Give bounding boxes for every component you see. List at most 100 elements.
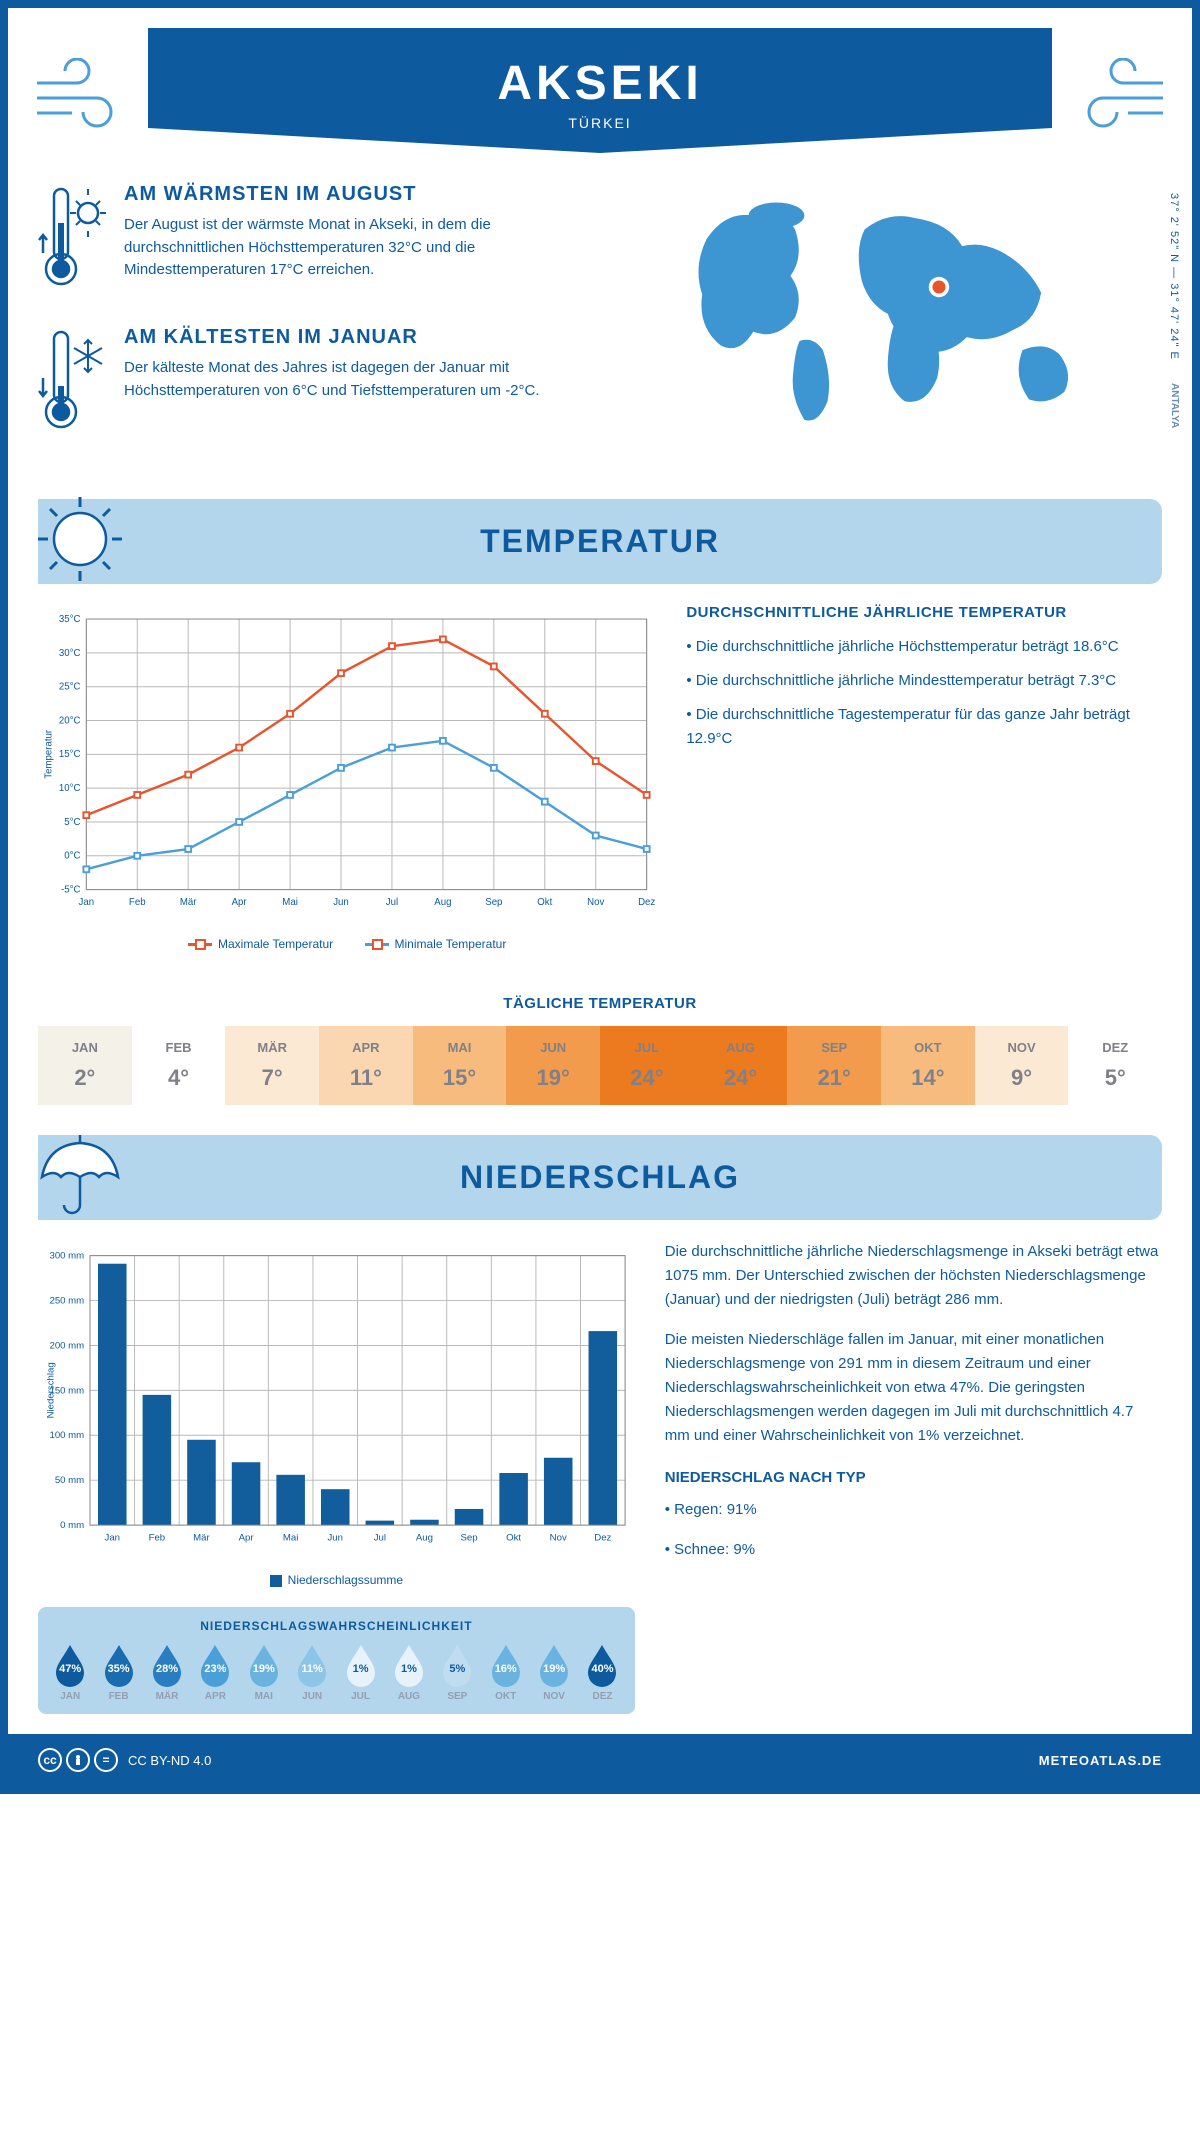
svg-text:Feb: Feb: [129, 897, 146, 908]
svg-text:250 mm: 250 mm: [49, 1295, 84, 1306]
svg-text:Dez: Dez: [594, 1533, 611, 1544]
precip-p1: Die durchschnittliche jährliche Niedersc…: [665, 1240, 1162, 1312]
temp-cell: SEP21°: [787, 1026, 881, 1105]
temp-cell: MAI15°: [413, 1026, 507, 1105]
temp-cell: AUG24°: [694, 1026, 788, 1105]
svg-text:Jan: Jan: [79, 897, 95, 908]
precip-legend-label: Niederschlagssumme: [288, 1573, 403, 1587]
svg-text:Niederschlag: Niederschlag: [45, 1362, 56, 1418]
temp-cell: JUL24°: [600, 1026, 694, 1105]
prob-drop: 40%DEZ: [578, 1643, 626, 1702]
svg-text:5°C: 5°C: [64, 817, 80, 828]
svg-text:Feb: Feb: [149, 1533, 166, 1544]
thermometer-hot-icon: [38, 183, 108, 298]
temp-legend: .legend-sw:nth-of-type(1)::after{border-…: [38, 937, 656, 951]
precip-title: NIEDERSCHLAG: [38, 1159, 1162, 1196]
coldest-desc: Der kälteste Monat des Jahres ist dagege…: [124, 357, 612, 402]
svg-text:10°C: 10°C: [59, 783, 81, 794]
wind-icon: [32, 58, 122, 133]
license-text: CC BY-ND 4.0: [128, 1753, 211, 1768]
precip-bar-chart: 0 mm50 mm100 mm150 mm200 mm250 mm300 mmJ…: [38, 1240, 635, 1714]
precip-p2: Die meisten Niederschläge fallen im Janu…: [665, 1328, 1162, 1448]
prob-drop: 35%FEB: [94, 1643, 142, 1702]
nd-icon: =: [94, 1748, 118, 1772]
infographic-page: AKSEKI TÜRKEI AM WÄRMSTEN IM AUGUST Der …: [0, 0, 1200, 1794]
temperature-section-bar: TEMPERATUR: [38, 499, 1162, 584]
wind-icon: [1078, 58, 1168, 133]
temp-cell: OKT14°: [881, 1026, 975, 1105]
temp-line-chart: -5°C0°C5°C10°C15°C20°C25°C30°C35°CJanFeb…: [38, 604, 656, 951]
svg-text:Mai: Mai: [283, 1533, 298, 1544]
svg-text:Nov: Nov: [550, 1533, 567, 1544]
svg-text:Apr: Apr: [232, 897, 248, 908]
footer-site: METEOATLAS.DE: [1039, 1753, 1162, 1768]
prob-drop: 1%AUG: [385, 1643, 433, 1702]
map-panel: 37° 2' 52" N — 31° 47' 24" E ANTALYA: [642, 183, 1162, 469]
precip-snow: • Schnee: 9%: [665, 1538, 1162, 1562]
temperature-title: TEMPERATUR: [38, 523, 1162, 560]
svg-text:Dez: Dez: [638, 897, 655, 908]
prob-drop: 28%MÄR: [143, 1643, 191, 1702]
svg-text:Mai: Mai: [282, 897, 298, 908]
footer-license: cc = CC BY-ND 4.0: [38, 1748, 211, 1772]
warmest-title: AM WÄRMSTEN IM AUGUST: [124, 183, 612, 206]
temp-bullet-1: • Die durchschnittliche jährliche Höchst…: [686, 635, 1162, 659]
svg-text:300 mm: 300 mm: [49, 1251, 84, 1262]
svg-text:50 mm: 50 mm: [55, 1475, 84, 1486]
prob-drop: 23%APR: [191, 1643, 239, 1702]
prob-drops: 47%JAN35%FEB28%MÄR23%APR19%MAI11%JUN1%JU…: [46, 1643, 627, 1702]
header-banner: AKSEKI TÜRKEI: [148, 28, 1052, 153]
svg-text:100 mm: 100 mm: [49, 1430, 84, 1441]
legend-min: Minimale Temperatur: [395, 937, 507, 951]
svg-text:Aug: Aug: [434, 897, 451, 908]
precip-legend: Niederschlagssumme: [38, 1573, 635, 1587]
warmest-text: AM WÄRMSTEN IM AUGUST Der August ist der…: [124, 183, 612, 298]
temp-cell: JAN2°: [38, 1026, 132, 1105]
by-icon: [66, 1748, 90, 1772]
prob-drop: 11%JUN: [288, 1643, 336, 1702]
prob-drop: 5%SEP: [433, 1643, 481, 1702]
temp-cell: DEZ5°: [1068, 1026, 1162, 1105]
svg-text:-5°C: -5°C: [61, 884, 80, 895]
prob-drop: 19%MAI: [240, 1643, 288, 1702]
temp-side-text: DURCHSCHNITTLICHE JÄHRLICHE TEMPERATUR •…: [686, 604, 1162, 951]
temp-cell: JUN19°: [506, 1026, 600, 1105]
temp-chart-row: -5°C0°C5°C10°C15°C20°C25°C30°C35°CJanFeb…: [8, 584, 1192, 971]
precip-section-bar: NIEDERSCHLAG: [38, 1135, 1162, 1220]
legend-max: Maximale Temperatur: [218, 937, 333, 951]
svg-text:Sep: Sep: [485, 897, 502, 908]
prob-drop: 16%OKT: [482, 1643, 530, 1702]
svg-text:Mär: Mär: [193, 1533, 210, 1544]
cc-icons: cc =: [38, 1748, 118, 1772]
svg-text:0°C: 0°C: [64, 851, 80, 862]
temp-cell: NOV9°: [975, 1026, 1069, 1105]
temp-bullet-3: • Die durchschnittliche Tagestemperatur …: [686, 703, 1162, 751]
svg-text:Okt: Okt: [506, 1533, 521, 1544]
prob-drop: 19%NOV: [530, 1643, 578, 1702]
svg-text:200 mm: 200 mm: [49, 1340, 84, 1351]
temp-cell: APR11°: [319, 1026, 413, 1105]
sun-icon: [30, 489, 130, 589]
prob-drop: 1%JUL: [336, 1643, 384, 1702]
intro-left: AM WÄRMSTEN IM AUGUST Der August ist der…: [38, 183, 612, 469]
daily-temp-title: TÄGLICHE TEMPERATUR: [8, 995, 1192, 1012]
svg-text:Mär: Mär: [180, 897, 197, 908]
prob-title: NIEDERSCHLAGSWAHRSCHEINLICHKEIT: [46, 1619, 627, 1633]
coordinates-label: 37° 2' 52" N — 31° 47' 24" E: [1168, 193, 1180, 360]
svg-text:Jun: Jun: [327, 1533, 342, 1544]
coldest-block: AM KÄLTESTEN IM JANUAR Der kälteste Mona…: [38, 326, 612, 441]
svg-text:Sep: Sep: [460, 1533, 477, 1544]
svg-text:Jun: Jun: [333, 897, 349, 908]
svg-text:Jul: Jul: [386, 897, 398, 908]
city-title: AKSEKI: [148, 56, 1052, 111]
svg-text:35°C: 35°C: [59, 614, 81, 625]
region-label: ANTALYA: [1169, 383, 1180, 428]
svg-text:25°C: 25°C: [59, 682, 81, 693]
precip-type-title: NIEDERSCHLAG NACH TYP: [665, 1466, 1162, 1490]
svg-text:Apr: Apr: [239, 1533, 255, 1544]
svg-text:Jul: Jul: [374, 1533, 386, 1544]
umbrella-icon: [30, 1125, 130, 1225]
prob-drop: 47%JAN: [46, 1643, 94, 1702]
svg-text:Temperatur: Temperatur: [44, 729, 55, 779]
thermometer-cold-icon: [38, 326, 108, 441]
